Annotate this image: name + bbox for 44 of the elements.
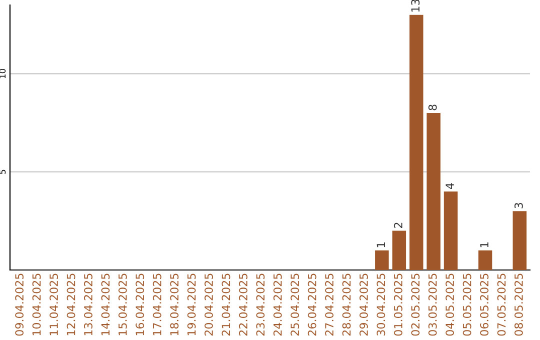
x-tick-label: 18.04.2025 — [170, 274, 179, 336]
bar — [409, 14, 424, 270]
x-tick-label: 22.04.2025 — [238, 274, 248, 336]
x-tick-label: 25.04.2025 — [290, 274, 300, 336]
data-label: 13 — [411, 0, 420, 12]
x-tick-label: 10.04.2025 — [32, 274, 41, 336]
data-label: 1 — [376, 242, 385, 248]
x-tick-label: 24.04.2025 — [273, 274, 282, 336]
x-tick-label: 09.04.2025 — [15, 274, 24, 336]
x-tick-label: 07.05.2025 — [497, 274, 506, 336]
x-tick-label: 01.05.2025 — [394, 274, 402, 336]
bar — [444, 191, 458, 270]
x-tick-label: 08.05.2025 — [514, 274, 523, 336]
x-tick-label: 29.04.2025 — [360, 274, 368, 336]
x-tick-label: 21.04.2025 — [222, 274, 230, 336]
x-tick-label: 17.04.2025 — [152, 274, 162, 336]
x-tick-label: 16.04.2025 — [136, 274, 144, 336]
x-tick-label: 20.04.2025 — [204, 274, 213, 336]
data-label: 8 — [428, 104, 437, 110]
x-tick-label: 14.04.2025 — [101, 274, 110, 336]
x-tick-label: 23.04.2025 — [256, 274, 265, 336]
data-label: 1 — [480, 242, 488, 248]
data-label: 3 — [514, 202, 523, 208]
bar — [426, 112, 440, 270]
x-tick-label: 03.05.2025 — [428, 274, 437, 336]
x-tick-label: 06.05.2025 — [480, 274, 488, 336]
x-tick-label: 12.04.2025 — [66, 274, 76, 336]
x-tick-label: 05.05.2025 — [462, 274, 472, 336]
x-tick-label: 11.04.2025 — [50, 274, 58, 336]
bar — [478, 250, 492, 270]
x-tick-label: 15.04.2025 — [118, 274, 127, 336]
x-tick-label: 28.04.2025 — [342, 274, 351, 336]
data-label: 4 — [446, 183, 454, 189]
x-tick-label: 02.05.2025 — [411, 274, 420, 336]
x-tick-label: 04.05.2025 — [446, 274, 454, 336]
bar — [512, 211, 527, 270]
x-tick-label: 13.04.2025 — [84, 274, 92, 336]
bar — [392, 230, 406, 270]
x-tick-label: 26.04.2025 — [308, 274, 316, 336]
x-tick-label: 30.04.2025 — [376, 274, 386, 336]
bar — [375, 250, 389, 270]
data-label: 2 — [394, 222, 402, 228]
x-tick-label: 27.04.2025 — [325, 274, 334, 336]
x-tick-label: 19.04.2025 — [187, 274, 196, 336]
